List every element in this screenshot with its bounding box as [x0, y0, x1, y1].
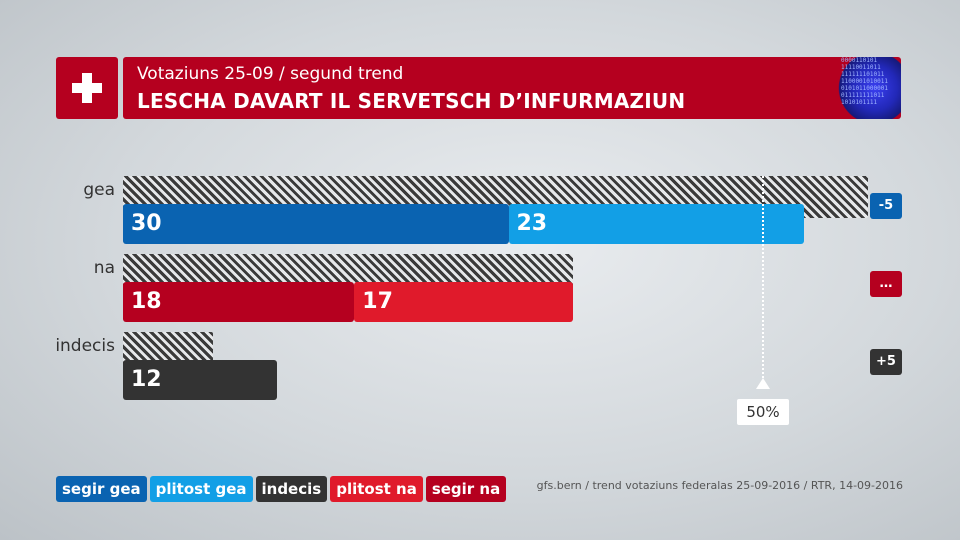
legend-segir-na: segir na — [425, 476, 507, 502]
change-badge-na: … — [870, 271, 902, 297]
bar-plitost-na: 17 — [354, 282, 573, 322]
chart-subtitle: Votaziuns 25-09 / segund trend — [137, 64, 404, 84]
category-label-na: na — [93, 258, 115, 278]
legend-plitost-gea: plitost gea — [149, 476, 253, 502]
swiss-flag-icon — [56, 57, 118, 119]
bar-segir-gea: 30 — [123, 204, 509, 244]
globe-binary-line: 0000110101 — [841, 57, 878, 64]
globe-binary-line: 1010101111 — [841, 99, 878, 106]
globe-binary-line: 0101011000001 — [841, 85, 888, 92]
bar-segir-na: 18 — [123, 282, 355, 322]
globe-binary-line: 11110011011 — [841, 64, 881, 71]
legend: segir gea plitost gea indecis plitost na… — [56, 476, 507, 502]
legend-indecis: indecis — [255, 476, 328, 502]
source-note: gfs.bern / trend votaziuns federalas 25-… — [536, 479, 903, 492]
category-label-gea: gea — [83, 180, 115, 200]
fifty-percent-label: 50% — [737, 399, 789, 425]
fifty-percent-arrow-icon — [756, 378, 770, 389]
fifty-percent-line — [762, 176, 764, 378]
bar-indecis: 12 — [123, 360, 278, 400]
globe-binary-line: 011111111011 — [841, 92, 885, 99]
legend-segir-gea: segir gea — [56, 476, 147, 502]
globe-binary-line: 111111101011 — [841, 71, 885, 78]
category-label-indecis: indecis — [55, 336, 115, 356]
binary-globe-icon: 0000110101 11110011011 111111101011 1100001… — [835, 57, 901, 119]
change-badge-gea: -5 — [870, 193, 902, 219]
legend-plitost-na: plitost na — [330, 476, 423, 502]
change-badge-indecis: +5 — [870, 349, 902, 375]
bar-plitost-gea: 23 — [508, 204, 805, 244]
chart-title: LESCHA DAVART IL SERVETSCH D’INFURMAZIUN — [137, 89, 686, 113]
title-banner: Votaziuns 25-09 / segund trend LESCHA DA… — [123, 57, 901, 119]
globe-binary-line: 1100001010011 — [841, 78, 888, 85]
